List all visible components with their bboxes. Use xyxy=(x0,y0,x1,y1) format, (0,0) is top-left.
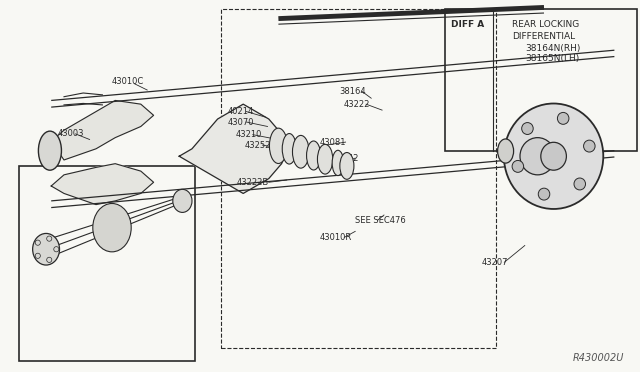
Ellipse shape xyxy=(307,141,321,170)
Text: 43003: 43003 xyxy=(58,129,84,138)
Text: 43207: 43207 xyxy=(482,258,508,267)
Ellipse shape xyxy=(33,234,60,265)
Ellipse shape xyxy=(584,140,595,152)
Text: 43070: 43070 xyxy=(227,118,253,127)
Ellipse shape xyxy=(498,139,514,163)
Text: 43010C: 43010C xyxy=(112,77,144,86)
Polygon shape xyxy=(179,104,288,193)
Text: SEE SEC476: SEE SEC476 xyxy=(355,216,406,225)
Ellipse shape xyxy=(173,189,192,212)
Polygon shape xyxy=(51,164,154,205)
Text: 43081: 43081 xyxy=(320,138,346,147)
Ellipse shape xyxy=(292,135,309,168)
Text: 40214: 40214 xyxy=(227,107,253,116)
Text: DIFF A: DIFF A xyxy=(451,20,484,29)
Text: 43222: 43222 xyxy=(344,100,370,109)
Ellipse shape xyxy=(538,188,550,200)
Ellipse shape xyxy=(512,160,524,172)
Ellipse shape xyxy=(504,103,604,209)
Text: 38164: 38164 xyxy=(339,87,366,96)
Ellipse shape xyxy=(340,153,354,179)
Text: REAR LOCKING: REAR LOCKING xyxy=(512,20,579,29)
Text: 43010R: 43010R xyxy=(320,233,352,242)
Text: 43210: 43210 xyxy=(236,130,262,139)
Bar xyxy=(19,166,195,361)
Ellipse shape xyxy=(520,138,556,175)
Ellipse shape xyxy=(282,134,296,164)
Text: 43242: 43242 xyxy=(333,154,359,163)
Ellipse shape xyxy=(332,150,344,176)
Ellipse shape xyxy=(269,128,287,164)
Text: DIFFERENTIAL: DIFFERENTIAL xyxy=(512,32,575,41)
Ellipse shape xyxy=(574,178,586,190)
Ellipse shape xyxy=(38,131,61,170)
Ellipse shape xyxy=(317,144,333,174)
Text: 43252: 43252 xyxy=(244,141,271,150)
Text: R430002U: R430002U xyxy=(573,353,624,363)
Text: 43222B: 43222B xyxy=(237,178,269,187)
Ellipse shape xyxy=(93,203,131,252)
Text: 38165N(LH): 38165N(LH) xyxy=(525,54,579,63)
Bar xyxy=(445,9,637,151)
Polygon shape xyxy=(51,100,154,160)
Ellipse shape xyxy=(522,122,533,134)
Text: 38164N(RH): 38164N(RH) xyxy=(525,44,580,53)
Bar xyxy=(221,9,496,348)
Ellipse shape xyxy=(541,142,566,170)
Ellipse shape xyxy=(557,112,569,124)
